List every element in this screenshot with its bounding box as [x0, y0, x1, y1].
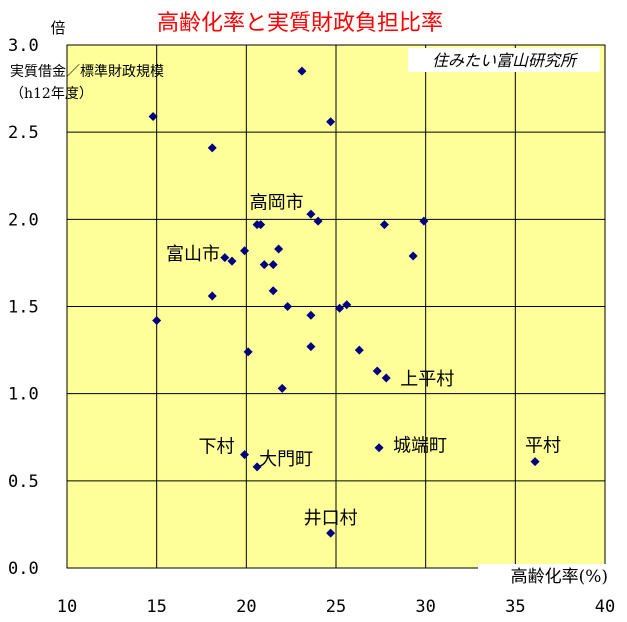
- point-annotation: 平村: [525, 436, 561, 457]
- data-point: [530, 457, 540, 467]
- data-point: [256, 220, 266, 230]
- data-point: [274, 244, 284, 254]
- chart-title: 高齢化率と実質財政負担比率: [157, 11, 443, 36]
- y-tick-label: 2.5: [8, 123, 39, 143]
- point-annotation: 井口村: [304, 508, 358, 529]
- y-axis-ticks: 0.0 0.5 1.0 1.5 2.0 2.5 3.0: [8, 36, 39, 579]
- y-tick-label: 0.0: [8, 559, 39, 579]
- data-point: [240, 246, 250, 256]
- x-tick-label: 30: [415, 597, 435, 617]
- data-point: [408, 251, 418, 261]
- x-tick-label: 15: [146, 597, 166, 617]
- y-tick-label: 2.0: [8, 210, 39, 230]
- x-tick-label: 40: [595, 597, 615, 617]
- data-point: [259, 260, 269, 270]
- y-tick-label: 0.5: [8, 472, 39, 492]
- data-point: [252, 462, 262, 472]
- point-annotation: 富山市: [166, 244, 220, 265]
- data-point: [313, 216, 323, 226]
- point-annotation: 下村: [199, 437, 235, 458]
- data-point: [419, 216, 429, 226]
- data-point: [207, 291, 217, 301]
- data-point: [372, 366, 382, 376]
- data-point: [243, 347, 253, 357]
- data-point: [335, 303, 345, 313]
- y-axis-label-line-1: 実質借金／標準財政規模: [10, 64, 164, 80]
- y-tick-label: 3.0: [8, 36, 39, 56]
- data-point: [268, 286, 278, 296]
- point-annotation: 高岡市: [250, 193, 304, 214]
- y-unit-label: 倍: [50, 19, 65, 37]
- data-point: [220, 253, 230, 263]
- x-tick-label: 20: [236, 597, 256, 617]
- data-point: [379, 220, 389, 230]
- data-point: [306, 209, 316, 219]
- x-tick-label: 25: [326, 597, 346, 617]
- data-point: [152, 315, 162, 325]
- data-point: [268, 260, 278, 270]
- point-annotation: 大門町: [259, 449, 313, 470]
- data-point: [306, 310, 316, 320]
- data-point: [342, 300, 352, 310]
- data-point: [306, 342, 316, 352]
- data-point: [354, 345, 364, 355]
- point-annotation: 城端町: [393, 436, 447, 457]
- grid-lines: [67, 45, 605, 568]
- data-point: [240, 450, 250, 460]
- x-axis-label: 高齢化率(%): [511, 567, 608, 587]
- data-points: [148, 66, 540, 538]
- x-tick-label: 35: [505, 597, 525, 617]
- data-point: [283, 302, 293, 311]
- data-point: [277, 383, 287, 393]
- y-axis-label-line-2: （h12年度）: [10, 86, 93, 102]
- data-point: [326, 117, 336, 127]
- data-point: [326, 528, 336, 538]
- watermark-text: 住みたい富山研究所: [432, 51, 579, 70]
- data-point: [148, 111, 158, 121]
- data-point: [381, 373, 391, 383]
- point-annotation: 上平村: [400, 369, 454, 390]
- data-point: [374, 443, 384, 453]
- x-axis-label-background: [478, 564, 608, 586]
- data-point: [227, 256, 237, 266]
- watermark-background: [408, 48, 600, 72]
- y-tick-label: 1.5: [8, 298, 39, 318]
- x-tick-label: 10: [57, 597, 77, 617]
- x-axis-ticks: 10 15 20 25 30 35 40: [57, 597, 615, 617]
- y-tick-label: 1.0: [8, 385, 39, 405]
- data-point: [207, 143, 217, 153]
- data-point: [297, 66, 307, 76]
